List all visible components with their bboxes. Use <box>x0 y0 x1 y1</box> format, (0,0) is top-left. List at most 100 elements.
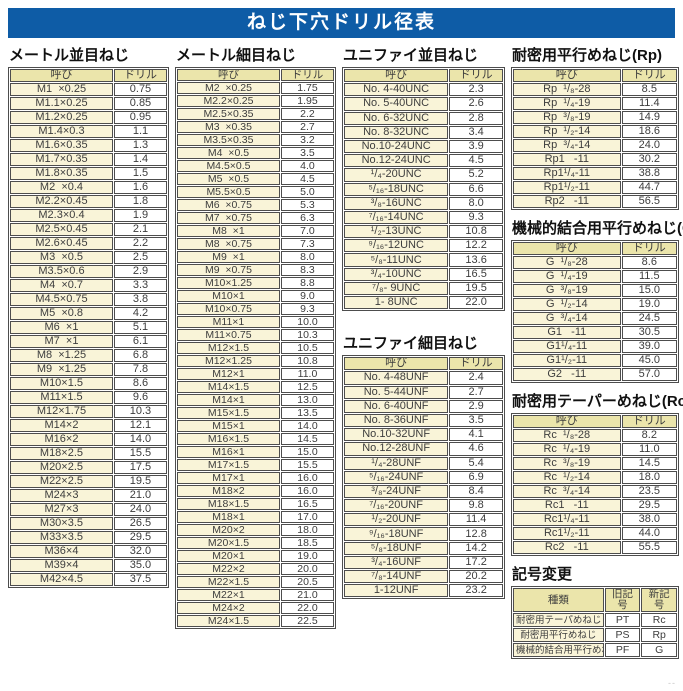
table-row: Rp1¹/₄-11 38.8 <box>513 167 677 180</box>
drill-value-cell: 11.4 <box>449 513 503 527</box>
thread-designation-cell: M30×3.5 <box>10 517 113 530</box>
thread-designation-cell: M2 ×0.25 <box>177 82 280 94</box>
thread-designation-cell: M20×2 <box>177 524 280 536</box>
thread-designation-cell: M8 ×1.25 <box>10 349 113 362</box>
table-row: M33×3.5 29.5 <box>10 531 167 544</box>
column-pipe-threads: 耐密用平行めねじ(Rp) 呼び ドリル Rp ¹/₈-28 8.5 Rp ¹/₄-1… <box>511 47 683 659</box>
thread-designation-cell: No. 4-48UNF <box>344 371 449 385</box>
table-row: No. 8-32UNC 3.4 <box>344 125 503 139</box>
drill-value-cell: 1.75 <box>280 82 334 94</box>
table-row: M1.7×0.35 1.4 <box>10 153 167 166</box>
drill-value-cell: 14.0 <box>113 433 167 446</box>
table-row: No. 4-40UNC 2.3 <box>344 83 503 97</box>
drill-value-cell: 19.5 <box>449 281 503 295</box>
thread-designation-cell: No. 5-40UNC <box>344 97 449 111</box>
drill-value-cell: 6.8 <box>113 349 167 362</box>
thread-designation-cell: M24×2 <box>177 602 280 614</box>
thread-designation-cell: M8 ×1 <box>177 225 280 237</box>
table-row: No. 6-40UNF 2.9 <box>344 399 503 413</box>
thread-designation-cell: M15×1 <box>177 420 280 432</box>
thread-designation-cell: M1.8×0.35 <box>10 167 113 180</box>
thread-designation-cell: 耐密用テーパめねじ <box>513 613 604 627</box>
table-row: Rc2 -11 55.5 <box>513 541 677 554</box>
drill-value-cell: 9.6 <box>113 391 167 404</box>
table-row: M3.5×0.35 3.2 <box>177 134 334 146</box>
table-row: M7 ×1 6.1 <box>10 335 167 348</box>
drill-value-cell: 8.0 <box>449 196 503 210</box>
drill-value-cell: 3.9 <box>449 139 503 154</box>
thread-designation-cell: M11×0.75 <box>177 329 280 341</box>
table-row: M22×1 21.0 <box>177 589 334 601</box>
thread-designation-cell: M9 ×0.75 <box>177 264 280 276</box>
table-row: Rp ³/₈-19 14.9 <box>513 111 677 124</box>
thread-designation-cell: ¹/₄-20UNC <box>344 168 449 182</box>
metric-fine-table: 呼び ドリル M2 ×0.25 1.75 M2.2×0.25 1.95 M2.5×0.3… <box>175 67 336 629</box>
thread-designation-cell: M18×1 <box>177 511 280 523</box>
table-row: ⁷/₁₆-20UNF 9.8 <box>344 499 503 513</box>
table-row: M3.5×0.6 2.9 <box>10 265 167 278</box>
thread-designation-cell: 1-12UNF <box>344 584 449 598</box>
table-row: Rc ¹/₈-28 8.2 <box>513 429 677 442</box>
drill-value-cell: 8.5 <box>621 83 677 96</box>
unified-fine-table: 呼び ドリル No. 4-48UNF 2.4 No. 5-44UNF 2.7 No. 6… <box>342 355 505 600</box>
thread-designation-cell: Rp ³/₈-19 <box>513 111 621 124</box>
section-unified-fine: ユニファイ細目ねじ 呼び ドリル No. 4-48UNF 2.4 No. 5-44U… <box>342 335 505 600</box>
thread-designation-cell: No. 4-40UNC <box>344 83 449 97</box>
table-row: G1 -11 30.5 <box>513 326 677 339</box>
table-row: M3 ×0.5 2.5 <box>10 251 167 264</box>
table-row: M2.6×0.45 2.2 <box>10 237 167 250</box>
table-row: M1 ×0.25 0.75 <box>10 83 167 96</box>
table-row: M7 ×0.75 6.3 <box>177 212 334 224</box>
table-row: Rp ¹/₈-28 8.5 <box>513 83 677 96</box>
drill-value-cell: G <box>641 643 677 657</box>
thread-designation-cell: Rc1 -11 <box>513 499 621 512</box>
table-row: M15×1 14.0 <box>177 420 334 432</box>
drill-value-cell: 55.5 <box>621 541 677 554</box>
table-row: G ¹/₈-28 8.6 <box>513 256 677 269</box>
unified-coarse-table: 呼び ドリル No. 4-40UNC 2.3 No. 5-40UNC 2.6 No. 6… <box>342 67 505 312</box>
g-table: 呼び ドリル G ¹/₈-28 8.6 G ¹/₄-19 11.5 G ³/₈-19 15… <box>511 240 679 383</box>
thread-designation-cell: M12×1.5 <box>177 342 280 354</box>
table-row: M12×1.75 10.3 <box>10 405 167 418</box>
drill-value-cell: 6.6 <box>449 182 503 196</box>
section-g: 機械的結合用平行めねじ(G) 呼び ドリル G ¹/₈-28 8.6 G ¹/₄-1… <box>511 220 683 383</box>
drill-value-cell: 21.0 <box>280 589 334 601</box>
drill-value-cell: 20.0 <box>280 563 334 575</box>
column-header-name: 呼び <box>177 69 280 81</box>
drill-value-cell: 10.0 <box>280 316 334 328</box>
thread-designation-cell: M24×1.5 <box>177 615 280 627</box>
drill-value-cell: 9.8 <box>449 499 503 513</box>
drill-value-cell: 3.4 <box>449 125 503 139</box>
drill-value-cell: 35.0 <box>113 559 167 572</box>
drill-value-cell: 15.5 <box>113 447 167 460</box>
thread-designation-cell: M27×3 <box>10 503 113 516</box>
table-row: 耐密用テーパめねじ PT Rc <box>513 613 677 627</box>
thread-designation-cell: M14×2 <box>10 419 113 432</box>
drill-value-cell: Rp <box>641 628 677 642</box>
drill-value-cell: 1.9 <box>113 209 167 222</box>
thread-designation-cell: M18×2.5 <box>10 447 113 460</box>
drill-value-cell: 2.2 <box>113 237 167 250</box>
drill-value-cell: 44.0 <box>621 527 677 540</box>
drill-value-cell: 12.5 <box>280 381 334 393</box>
table-row: Rc ³/₄-14 23.5 <box>513 485 677 498</box>
drill-value-cell: 15.0 <box>621 284 677 297</box>
table-row: No.10-24UNC 3.9 <box>344 139 503 154</box>
drill-value-cell: 1.5 <box>113 167 167 180</box>
thread-designation-cell: ⁵/₁₆-18UNC <box>344 182 449 196</box>
drill-value-cell: 0.85 <box>113 97 167 110</box>
drill-value-cell: 17.5 <box>113 461 167 474</box>
column-header-name: 呼び <box>344 69 449 83</box>
drill-value-cell: 8.3 <box>280 264 334 276</box>
thread-designation-cell: Rc2 -11 <box>513 541 621 554</box>
table-row: ⁷/₁₆-14UNC 9.3 <box>344 210 503 225</box>
drill-value-cell: 18.5 <box>280 537 334 549</box>
drill-value-cell: 2.1 <box>113 223 167 236</box>
drill-value-cell: 10.3 <box>280 329 334 341</box>
thread-designation-cell: M22×1.5 <box>177 576 280 588</box>
drill-value-cell: 5.3 <box>280 199 334 211</box>
drill-value-cell: 15.5 <box>280 459 334 471</box>
table-row: 機械的結合用平行めねじPFG <box>513 643 677 657</box>
table-row: M4 ×0.7 3.3 <box>10 279 167 292</box>
thread-designation-cell: M10×1 <box>177 290 280 302</box>
